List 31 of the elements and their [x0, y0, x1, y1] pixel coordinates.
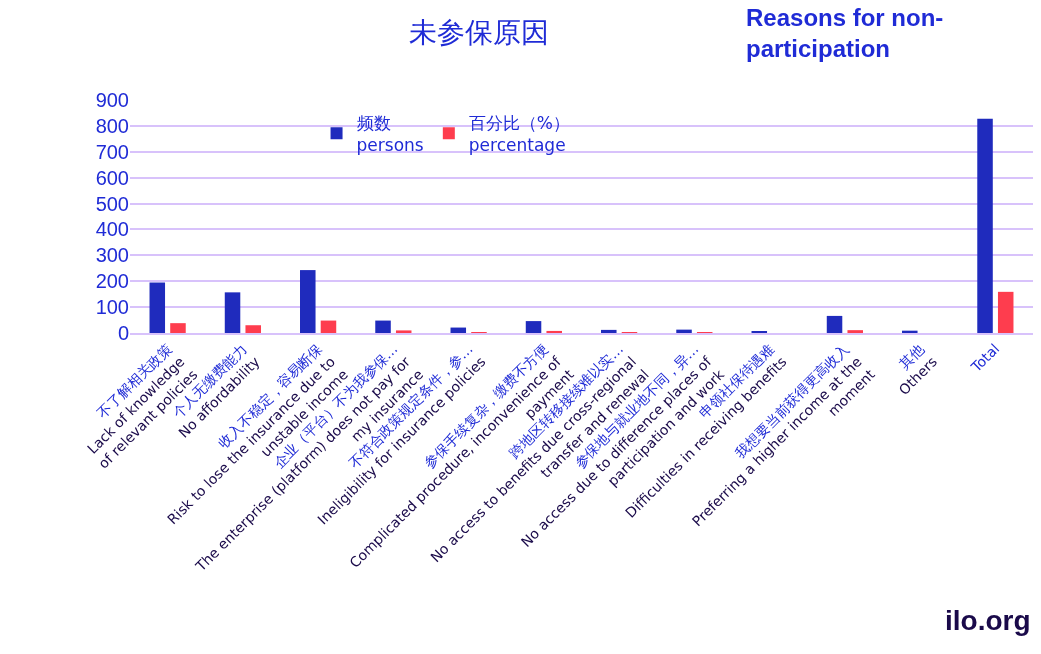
bar	[170, 323, 186, 333]
y-tick-label: 300	[95, 244, 129, 267]
bar	[546, 330, 562, 333]
chart-subtitle: Reasons for non-participation	[746, 4, 944, 63]
y-tick-label: 600	[95, 166, 129, 189]
bar	[997, 291, 1014, 333]
bar	[375, 320, 391, 333]
bar	[395, 330, 412, 333]
bar	[149, 282, 166, 333]
y-tick-label: 0	[117, 322, 129, 344]
legend-label: 百分比（%） percentage	[468, 112, 570, 155]
bar	[601, 329, 617, 333]
legend-label: 频数 persons	[356, 112, 424, 155]
y-tick-label: 500	[95, 192, 129, 215]
bar	[847, 330, 863, 333]
bar	[525, 321, 542, 333]
y-tick-label: 700	[95, 140, 129, 163]
chart-title: 未参保原因	[408, 16, 549, 50]
y-tick-label: 200	[95, 270, 129, 293]
bar	[245, 325, 261, 333]
bar	[224, 292, 241, 333]
bar	[300, 270, 316, 333]
bar	[826, 315, 843, 333]
y-tick-label: 400	[95, 218, 129, 241]
y-tick-label: 800	[95, 114, 129, 137]
y-tick-label: 900	[95, 89, 129, 111]
bar	[320, 320, 337, 333]
y-tick-label: 100	[95, 296, 129, 319]
text: ilo.org	[945, 605, 1031, 636]
bar	[676, 329, 692, 333]
bar	[977, 118, 993, 333]
